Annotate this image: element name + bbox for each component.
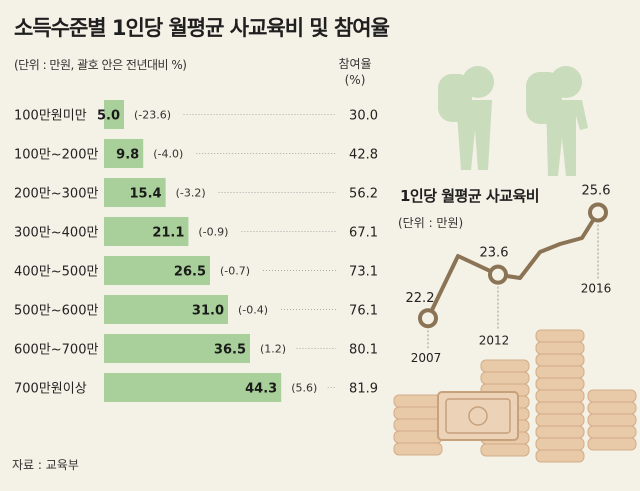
bar-value-label: 21.1: [152, 226, 184, 241]
participation-rate-label: 81.9: [349, 382, 378, 397]
participation-rate-label: 73.1: [349, 265, 378, 280]
data-point-value-label: 22.2: [406, 291, 435, 306]
participation-rate-label: 80.1: [349, 343, 378, 358]
bar-category-label: 100만원미만: [14, 109, 87, 124]
bar-chart-plot: 100만원미만 5.0 (-23.6) 30.0 100만~200만 9.8 (-4.0) 4…: [14, 100, 378, 402]
bar: [104, 334, 250, 363]
money-bill-icon: [437, 391, 519, 441]
year-label: 2012: [479, 334, 510, 348]
bar-change-label: (-4.0): [153, 148, 183, 161]
data-point: [588, 202, 608, 223]
bar-change-label: (-0.4): [238, 304, 268, 317]
participation-rate-header-unit: (%): [344, 73, 366, 87]
student-figure-left-icon: [438, 66, 494, 170]
bar: [104, 178, 166, 207]
bar-change-label: (1.2): [260, 343, 286, 356]
bar-value-label: 31.0: [192, 304, 224, 319]
participation-rate-header-label: 참여율: [338, 57, 372, 71]
bar-value-label: 9.8: [116, 148, 139, 163]
line-chart-title: 1인당 월평균 사교육비: [400, 187, 540, 205]
bar-category-label: 700만원이상: [14, 382, 87, 397]
bar-category-label: 500만~600만: [14, 304, 98, 319]
bar-change-label: (5.6): [291, 382, 317, 395]
year-label: 2016: [581, 281, 612, 295]
participation-rate-label: 76.1: [349, 304, 378, 319]
participation-rate-label: 67.1: [349, 226, 378, 241]
bar-value-label: 26.5: [174, 265, 206, 280]
bar-change-label: (-0.9): [198, 226, 228, 239]
unit-note: (단위 : 만원, 괄호 안은 전년대비 %): [14, 58, 187, 72]
bar-category-label: 300만~400만: [14, 226, 98, 241]
bar: [104, 217, 189, 246]
page-title: 소득수준별 1인당 월평균 사교육비 및 참여율: [14, 16, 390, 40]
line-chart-plot: 22.2 2007 23.6 2012 25.6 2016: [406, 183, 612, 365]
bar: [104, 139, 144, 168]
student-figure-right-icon: [526, 66, 588, 176]
participation-rate-label: 42.8: [349, 148, 378, 163]
bar-value-label: 15.4: [130, 187, 162, 202]
bar-change-label: (-23.6): [134, 109, 171, 122]
bar-category-label: 100만~200만: [14, 148, 98, 163]
participation-rate-header: 참여율 (%): [330, 56, 380, 88]
bar-value-label: 36.5: [214, 343, 246, 358]
source-note: 자료 : 교육부: [12, 458, 79, 472]
bar-category-label: 200만~300만: [14, 187, 98, 202]
bar-category-label: 400만~500만: [14, 265, 98, 280]
series-line: [426, 211, 600, 320]
bar: [104, 373, 282, 402]
data-point: [488, 264, 508, 285]
bar: [104, 295, 228, 324]
bar-change-label: (-0.7): [220, 265, 250, 278]
bar: [104, 256, 210, 285]
bar-category-label: 600만~700만: [14, 343, 98, 358]
data-point: [418, 308, 438, 329]
line-chart-unit: (단위 : 만원): [398, 216, 464, 230]
bar-change-label: (-3.2): [176, 187, 206, 200]
bar: [104, 100, 124, 129]
participation-rate-label: 56.2: [349, 187, 378, 202]
data-point-value-label: 25.6: [582, 183, 611, 198]
participation-rate-label: 30.0: [349, 109, 378, 124]
year-label: 2007: [411, 351, 442, 365]
bar-value-label: 44.3: [245, 382, 277, 397]
data-point-value-label: 23.6: [480, 246, 509, 261]
bar-value-label: 5.0: [97, 109, 120, 124]
